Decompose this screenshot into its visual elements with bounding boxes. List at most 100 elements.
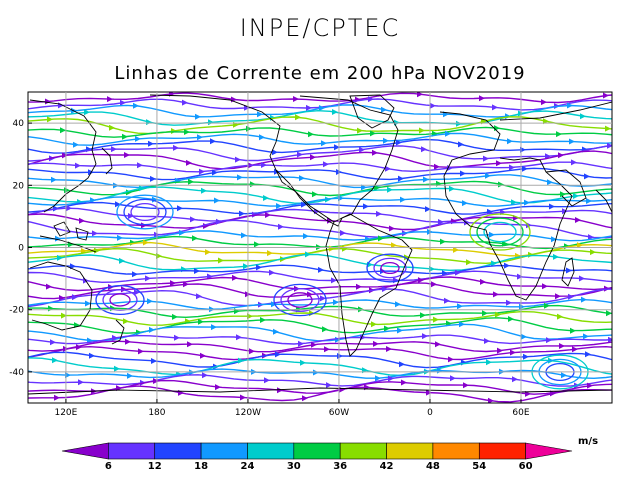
streamline-arrow [199,168,205,175]
streamline-arrow [497,347,503,354]
streamline-arrow [92,230,98,237]
streamline-arrow [311,341,317,348]
streamline-arrow [404,254,410,261]
streamline-arrow [575,217,581,223]
streamline [28,374,612,387]
colorbar-unit: m/s [578,436,598,447]
streamline-arrow [590,249,596,256]
streamline-arrow [422,333,428,340]
streamline-arrow [466,259,472,266]
streamline-arrow [342,245,348,252]
colorbar-segment [339,442,387,460]
arabia-outline [545,169,587,207]
streamline-arrow [603,92,609,99]
map-axes: 40 20 0 -20 -40 120E 180 120W 60W 0 60E [9,119,530,418]
streamline-arrow [257,111,263,118]
streamline-arrow [237,174,243,181]
streamline-arrow [65,372,71,379]
streamline-arrow [143,239,149,246]
streamline-arrow [580,113,586,120]
streamline-arrow [211,324,217,331]
streamline-arrow [588,234,594,241]
streamline-arrow [125,338,131,345]
streamline-arrow [375,375,381,382]
streamline-arrow [567,102,573,109]
streamline-arrow [373,340,379,347]
streamline-arrow [139,185,145,192]
streamline-arrow [195,113,201,120]
streamline [28,138,612,154]
streamline-arrow [76,344,82,351]
streamline-arrow [307,291,313,298]
streamline-arrow [236,334,242,341]
streamline [28,264,612,275]
colorbar-label: 60 [519,461,533,472]
streamline-arrow [47,116,53,123]
vortex-streamline [483,221,517,243]
streamline-arrow [389,225,395,232]
streamline [28,298,612,311]
streamline-arrow [520,146,526,153]
streamline-arrow [583,333,589,340]
streamline-arrow [174,334,180,341]
streamline-arrow [449,185,455,192]
streamline-arrow [61,312,67,319]
streamline [28,161,612,173]
streamline-arrow [381,106,387,113]
streamline-arrow [396,139,402,146]
colorbar-segment [154,442,202,460]
lat-tick-label: 40 [13,119,25,129]
madagascar-outline [561,257,575,287]
vortex-streamline [380,261,400,275]
streamline-arrow [460,170,466,177]
streamline-arrow [135,135,141,142]
streamline-arrow [200,352,206,359]
colorbar-label: 12 [148,461,162,472]
streamline-arrow [218,257,224,264]
streamline-arrow [145,275,151,282]
streamline-arrow [184,129,190,135]
streamline-arrow [587,382,593,389]
streamline-arrow [482,310,488,317]
colorbar-label: 42 [380,461,394,472]
streamline-arrow [384,325,390,332]
streamline-arrow [431,281,437,288]
streamline-arrow [269,269,275,276]
streamline-arrow [138,348,144,355]
streamline-arrow [508,316,514,322]
streamline-arrow [399,361,405,368]
streamline [28,323,612,342]
colorbar-segment [386,442,434,460]
streamline-arrow [215,384,221,391]
asia-outline [29,99,612,213]
organization-title: INPE/CPTEC [239,14,401,42]
streamline-arrow [504,262,510,269]
streamline-arrow [541,99,547,106]
streamline-arrow [558,152,564,159]
streamline-arrow [149,326,155,333]
streamline-arrow [371,321,377,328]
new-zealand-outline [111,319,125,345]
streamline-arrow [571,159,577,166]
streamline-arrow [196,293,202,300]
streamline-arrow [239,210,245,217]
streamline-arrow [401,379,407,386]
streamline-arrow [232,274,238,281]
streamline-arrow [560,191,566,198]
streamline [28,247,612,265]
streamline-arrow [156,253,162,259]
streamline-arrow [511,199,517,206]
vortex-streamline [287,292,313,308]
streamline-arrow [52,357,58,364]
lon-tick-label: 120W [235,408,261,418]
streamline-arrow [423,176,429,183]
streamline [28,351,612,369]
streamline-arrow [577,242,583,249]
streamline-arrow [324,346,330,353]
streamline-arrow [385,165,391,172]
streamline-arrow [361,184,367,191]
streamline-arrow [517,273,523,280]
streamline-arrow [137,162,143,169]
india-outline [595,189,612,213]
